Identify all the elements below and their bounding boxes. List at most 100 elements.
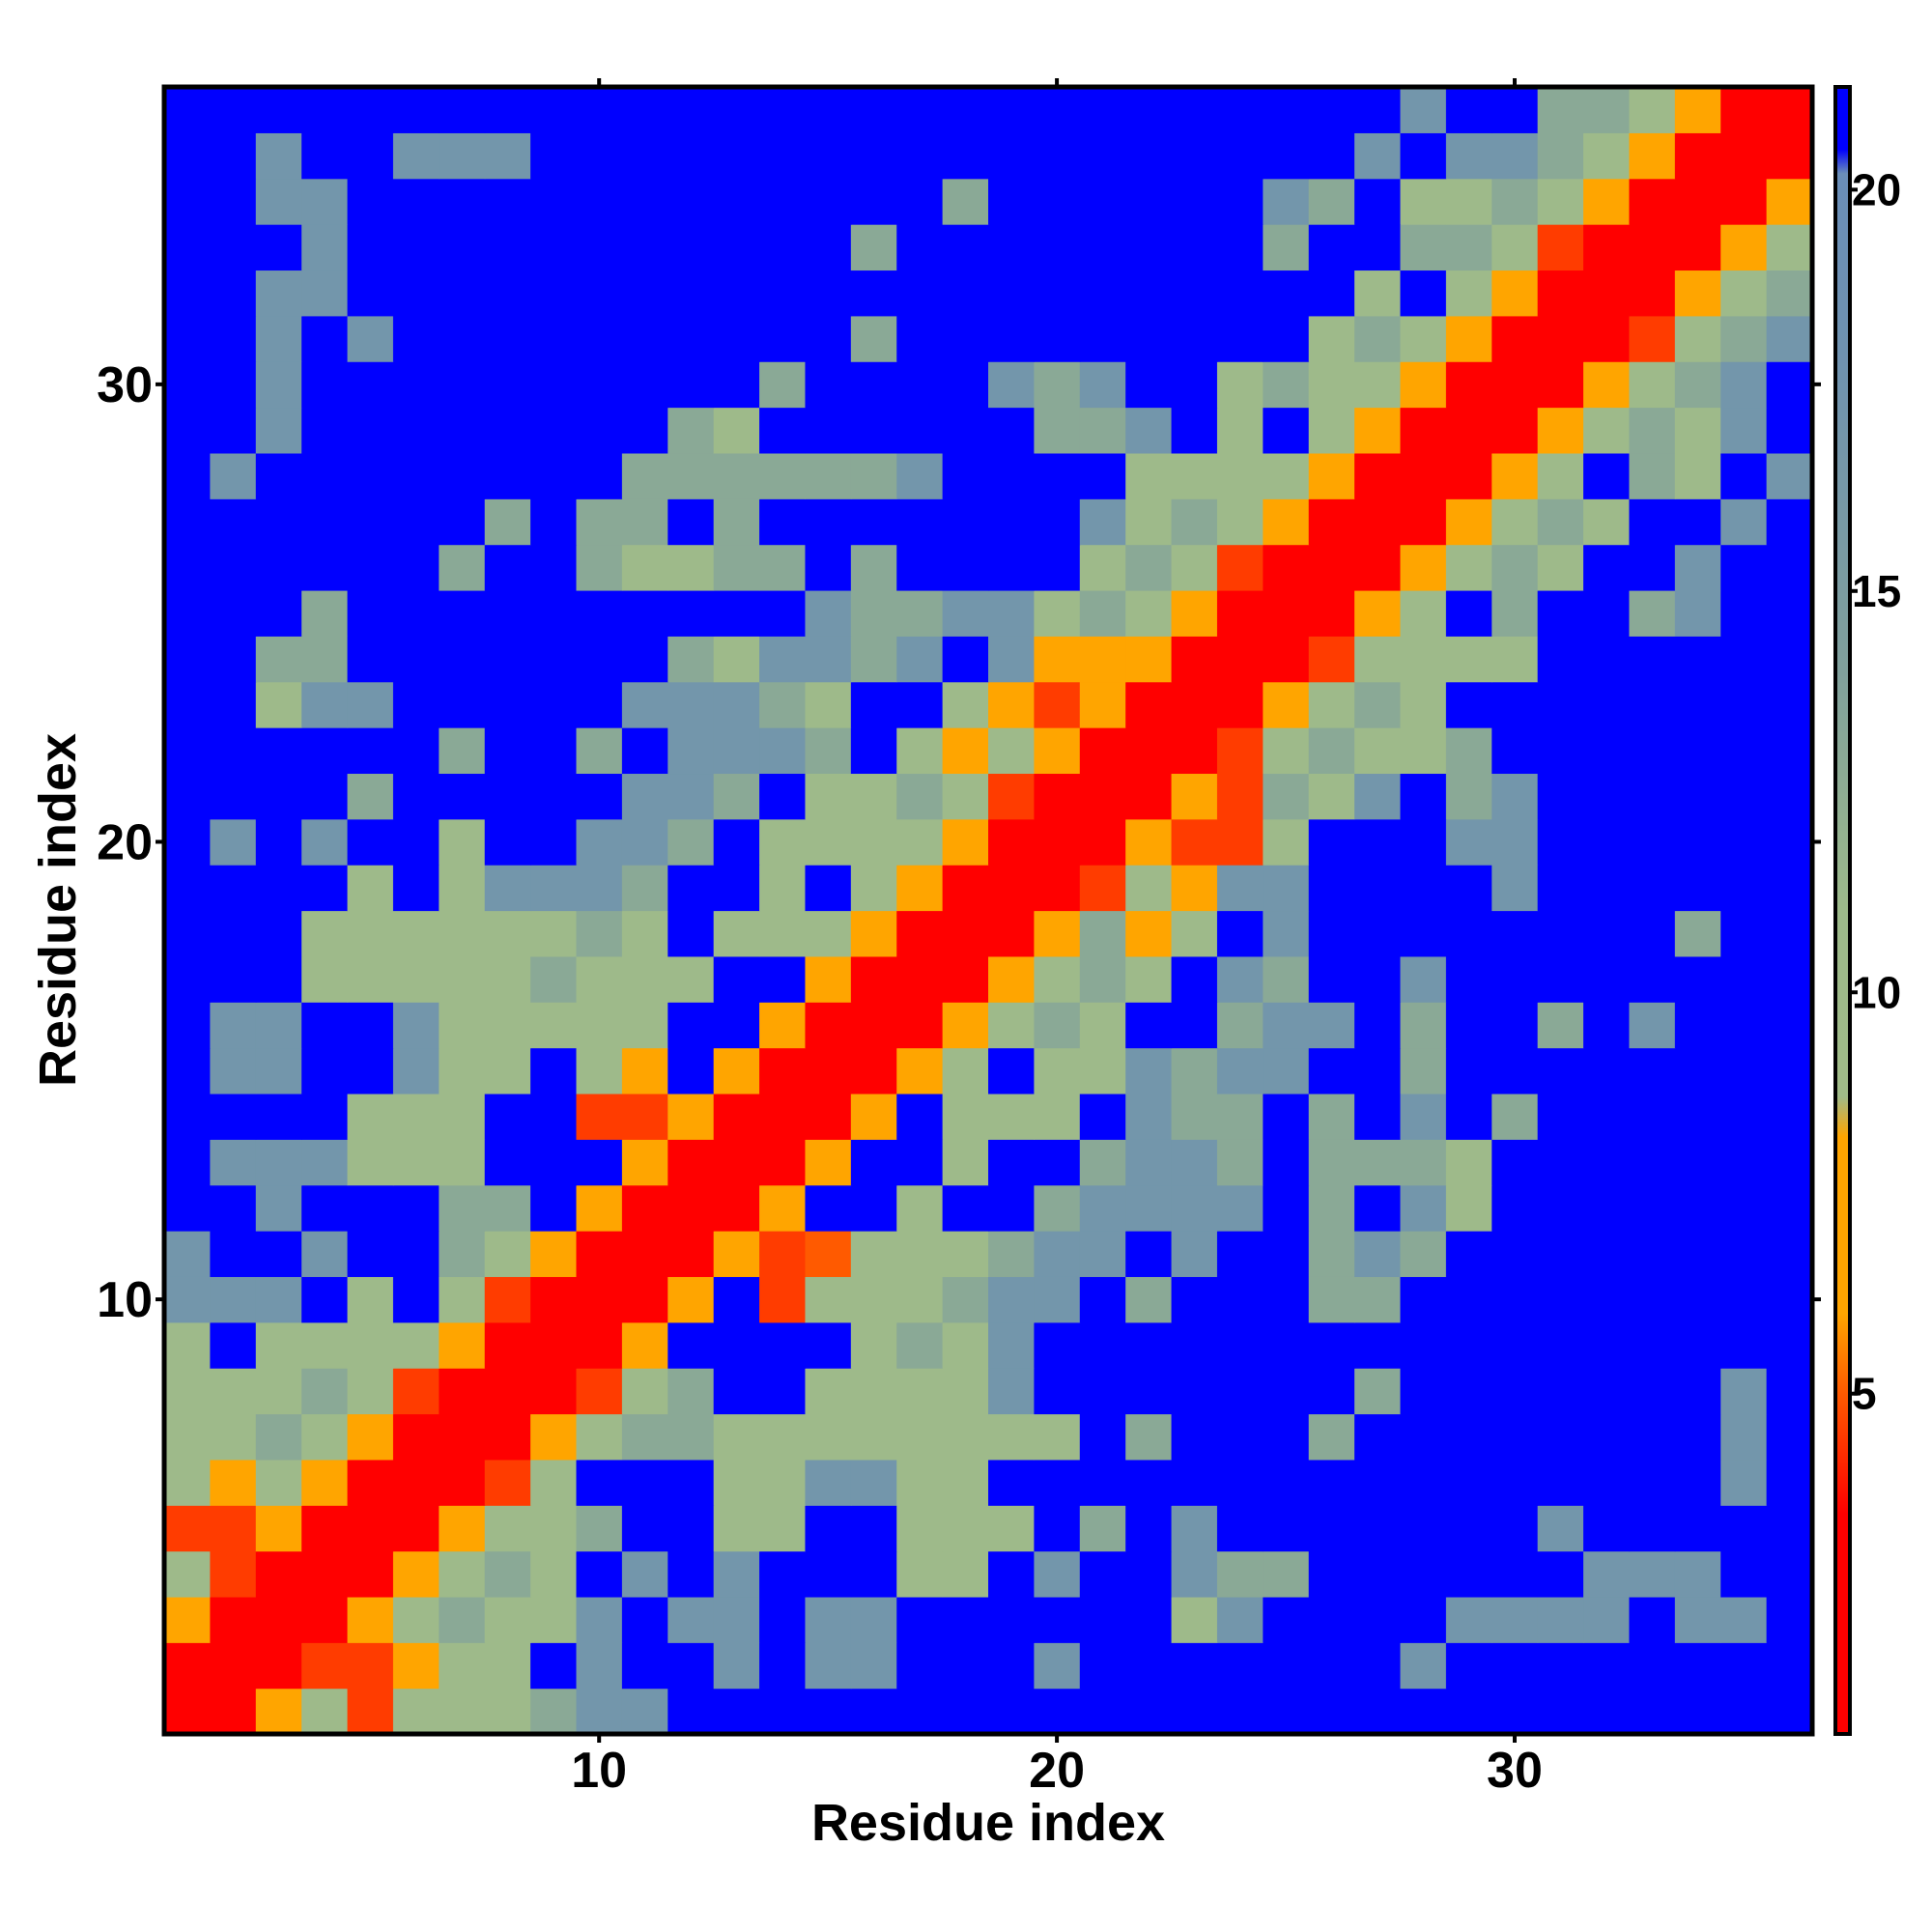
heatmap-cell <box>1216 270 1264 317</box>
heatmap-cell <box>1125 1688 1173 1735</box>
heatmap-cell <box>1720 1688 1768 1735</box>
heatmap-cell <box>1400 589 1447 637</box>
heatmap-cell <box>896 636 944 683</box>
heatmap-cell <box>301 132 349 180</box>
heatmap-cell <box>439 910 486 957</box>
heatmap-cell <box>1445 681 1492 728</box>
heatmap-cell <box>1079 865 1126 912</box>
heatmap-cell <box>164 87 211 133</box>
heatmap-cell <box>668 636 715 683</box>
heatmap-cell <box>1171 315 1218 362</box>
heatmap-cell <box>713 1688 760 1735</box>
heatmap-cell <box>1354 1276 1402 1323</box>
heatmap-cell <box>1034 1642 1081 1690</box>
heatmap-cell <box>1720 1139 1768 1186</box>
heatmap-cell <box>1034 544 1081 591</box>
heatmap-cell <box>1445 865 1492 912</box>
heatmap-cell <box>1354 910 1402 957</box>
heatmap-cell <box>621 1505 668 1552</box>
heatmap-cell <box>210 1368 257 1415</box>
heatmap-cell <box>805 865 852 912</box>
heatmap-cell <box>759 955 807 1003</box>
heatmap-cell <box>1629 1505 1676 1552</box>
heatmap-cell <box>850 1231 897 1277</box>
heatmap-cell <box>392 1596 440 1643</box>
heatmap-cell <box>1125 1139 1173 1186</box>
heatmap-cell <box>1354 407 1402 454</box>
heatmap-cell <box>896 1550 944 1598</box>
heatmap-cell <box>1125 681 1173 728</box>
heatmap-cell <box>439 1184 486 1232</box>
heatmap-cell <box>713 1002 760 1049</box>
heatmap-cell <box>164 544 211 591</box>
heatmap-cell <box>164 955 211 1003</box>
heatmap-cell <box>1445 1321 1492 1369</box>
heatmap-cell <box>713 1276 760 1323</box>
heatmap-cell <box>896 224 944 271</box>
heatmap-cell <box>1079 1002 1126 1049</box>
heatmap-cell <box>759 727 807 775</box>
heatmap-cell <box>576 1139 623 1186</box>
heatmap-cell <box>942 361 989 409</box>
heatmap-cell <box>1125 636 1173 683</box>
heatmap-cell <box>942 1688 989 1735</box>
heatmap-cell <box>164 1505 211 1552</box>
heatmap-cell <box>255 589 302 637</box>
heatmap-cell <box>805 270 852 317</box>
heatmap-cell <box>805 361 852 409</box>
heatmap-cell <box>1629 498 1676 546</box>
heatmap-cell <box>1445 498 1492 546</box>
heatmap-cell <box>896 87 944 133</box>
heatmap-cell <box>255 636 302 683</box>
heatmap-cell <box>1400 1688 1447 1735</box>
heatmap-cell <box>1308 1093 1355 1140</box>
heatmap-cell <box>1354 498 1402 546</box>
heatmap-cell <box>255 1688 302 1735</box>
heatmap-cell <box>1263 1093 1310 1140</box>
heatmap-cell <box>1674 727 1721 775</box>
heatmap-cell <box>484 1002 531 1049</box>
heatmap-cell <box>1216 955 1264 1003</box>
x-axis-label: Residue index <box>811 1794 1165 1852</box>
heatmap-cell <box>1400 224 1447 271</box>
heatmap-cell <box>1537 681 1584 728</box>
heatmap-cell <box>347 910 394 957</box>
heatmap-cell <box>347 270 394 317</box>
heatmap-cell <box>713 315 760 362</box>
heatmap-cell <box>1720 544 1768 591</box>
heatmap-cell <box>1583 498 1631 546</box>
heatmap-cell <box>210 1642 257 1690</box>
heatmap-cell <box>1629 1002 1676 1049</box>
heatmap-cell <box>759 87 807 133</box>
heatmap-cell <box>210 452 257 499</box>
heatmap-cell <box>1125 544 1173 591</box>
heatmap-cell <box>850 1139 897 1186</box>
heatmap-cell <box>1216 1459 1264 1506</box>
heatmap-cell <box>1400 1231 1447 1277</box>
heatmap-cell <box>1216 1047 1264 1094</box>
heatmap-cell <box>1720 1321 1768 1369</box>
heatmap-cell <box>255 1642 302 1690</box>
heatmap-cell <box>713 818 760 866</box>
heatmap-cell <box>1537 361 1584 409</box>
heatmap-cell <box>1079 315 1126 362</box>
heatmap-cell <box>896 498 944 546</box>
heatmap-cell <box>210 315 257 362</box>
heatmap-cell <box>668 544 715 591</box>
heatmap-cell <box>1354 636 1402 683</box>
heatmap-cell <box>1034 727 1081 775</box>
heatmap-cell <box>1766 1368 1813 1415</box>
heatmap-cell <box>1263 636 1310 683</box>
heatmap-cell <box>1216 1368 1264 1415</box>
heatmap-cell <box>164 1642 211 1690</box>
heatmap-cell <box>942 544 989 591</box>
heatmap-cell <box>347 1002 394 1049</box>
heatmap-cell <box>1492 224 1539 271</box>
heatmap-cell <box>713 681 760 728</box>
heatmap-cell <box>942 1321 989 1369</box>
heatmap-cell <box>1171 773 1218 820</box>
heatmap-cell <box>1629 955 1676 1003</box>
heatmap-cell <box>759 1184 807 1232</box>
heatmap-cell <box>255 1505 302 1552</box>
heatmap-cell <box>576 224 623 271</box>
